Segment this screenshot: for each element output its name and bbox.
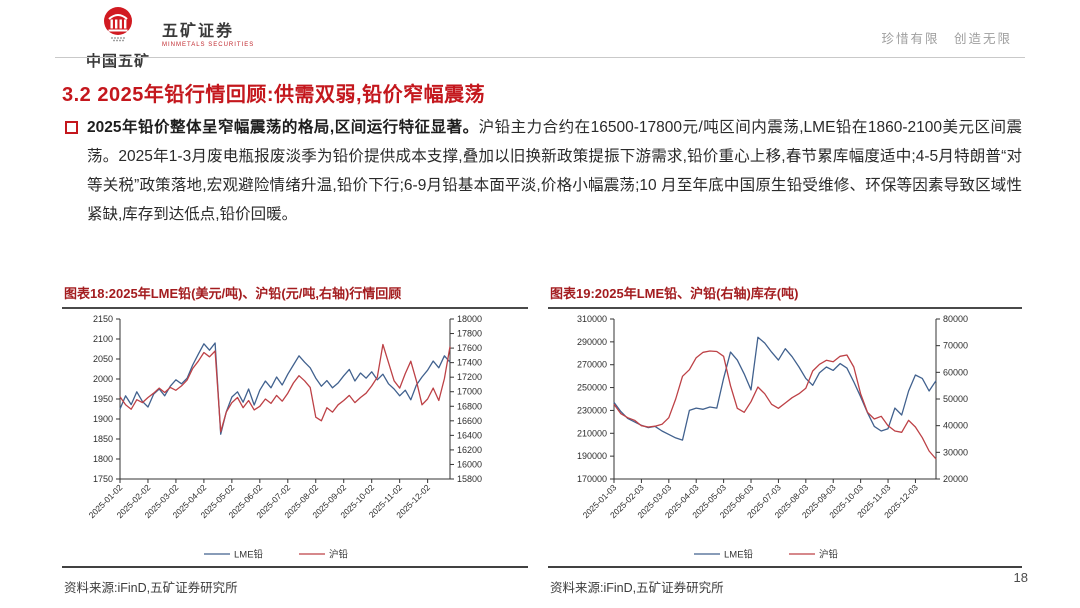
svg-text:16400: 16400 [457, 430, 482, 440]
svg-text:270000: 270000 [577, 360, 607, 370]
inventory-chart: 310000 290000 270000 250000 230000 210000 1900… [577, 314, 968, 561]
square-bullet-icon [65, 121, 78, 134]
chart-legend: LME铅 沪铅 [204, 549, 349, 561]
svg-text:60000: 60000 [943, 367, 968, 377]
svg-text:1950: 1950 [93, 394, 113, 404]
svg-text:70000: 70000 [943, 341, 968, 351]
svg-text:1800: 1800 [93, 454, 113, 464]
summary-block: 2025年铅价整体呈窄幅震荡的格局,区间运行特征显著。沪铅主力合约在16500-… [64, 113, 1022, 229]
series-line-LME铅 [613, 336, 937, 441]
svg-text:LME铅: LME铅 [724, 549, 754, 561]
svg-text:16200: 16200 [457, 445, 482, 455]
svg-text:15800: 15800 [457, 474, 482, 484]
svg-text:沪铅: 沪铅 [329, 549, 349, 561]
svg-text:17400: 17400 [457, 358, 482, 368]
figure-inventory: 图表19:2025年LME铅、沪铅(右轴)库存(吨) 310000 290000 2… [548, 283, 1022, 596]
series-line-沪铅 [613, 350, 937, 460]
price-trend-chart: 2150 2100 2050 2000 1950 1900 1850 1800 1750 1800… [87, 314, 482, 561]
svg-text:1900: 1900 [93, 414, 113, 424]
svg-text:30000: 30000 [943, 447, 968, 457]
chart-tick-labels: 2150 2100 2050 2000 1950 1900 1850 1800 1750 1800… [87, 314, 482, 520]
figure-source: 资料来源:iFinD,五矿证券研究所 [62, 566, 528, 596]
brand-block: 五矿证券 MINMETALS SECURITIES [162, 17, 254, 48]
series-line-LME铅 [119, 342, 451, 435]
svg-text:17800: 17800 [457, 329, 482, 339]
header-divider [55, 57, 1025, 58]
svg-text:18000: 18000 [457, 314, 482, 324]
summary-lead: 2025年铅价整体呈窄幅震荡的格局,区间运行特征显著。 [87, 119, 479, 136]
company-slogan: 珍惜有限 创造无限 [881, 32, 1012, 46]
svg-text:2100: 2100 [93, 334, 113, 344]
svg-text:17600: 17600 [457, 343, 482, 353]
chart-axes [116, 318, 454, 483]
summary-paragraph: 2025年铅价整体呈窄幅震荡的格局,区间运行特征显著。沪铅主力合约在16500-… [64, 113, 1022, 229]
summary-body: 沪铅主力合约在16500-17800元/吨区间内震荡,LME铅在1860-210… [87, 119, 1022, 223]
svg-text:310000: 310000 [577, 314, 607, 324]
svg-text:20000: 20000 [943, 474, 968, 484]
brand-name: 五矿证券 [162, 23, 235, 40]
figure-title: 图表19:2025年LME铅、沪铅(右轴)库存(吨) [548, 283, 1022, 309]
svg-text:16600: 16600 [457, 416, 482, 426]
figure-title: 图表18:2025年LME铅(美元/吨)、沪铅(元/吨,右轴)行情回顾 [62, 283, 528, 309]
brand-name-en: MINMETALS SECURITIES [162, 42, 255, 48]
chart-axes [610, 318, 940, 483]
page-title: 3.2 2025年铅行情回顾:供需双弱,铅价窄幅震荡 [62, 84, 486, 106]
company-logo: 中国五矿 [72, 6, 164, 71]
svg-text:2150: 2150 [93, 314, 113, 324]
svg-text:210000: 210000 [577, 428, 607, 438]
svg-text:1750: 1750 [93, 474, 113, 484]
svg-text:50000: 50000 [943, 394, 968, 404]
svg-text:16800: 16800 [457, 401, 482, 411]
svg-text:40000: 40000 [943, 421, 968, 431]
svg-text:80000: 80000 [943, 314, 968, 324]
svg-text:2050: 2050 [93, 354, 113, 364]
svg-text:190000: 190000 [577, 451, 607, 461]
logo-caption: 中国五矿 [85, 53, 150, 70]
svg-text:LME铅: LME铅 [234, 549, 264, 561]
svg-text:17000: 17000 [457, 387, 482, 397]
svg-text:2000: 2000 [93, 374, 113, 384]
svg-text:17200: 17200 [457, 372, 482, 382]
svg-text:170000: 170000 [577, 474, 607, 484]
series-line-沪铅 [119, 343, 451, 433]
page-number: 18 [1013, 570, 1028, 585]
minmetals-logo-icon [104, 7, 132, 42]
chart-tick-labels: 310000 290000 270000 250000 230000 210000 1900… [577, 314, 968, 520]
chart-legend: LME铅 沪铅 [694, 549, 839, 561]
svg-text:230000: 230000 [577, 405, 607, 415]
svg-text:沪铅: 沪铅 [819, 549, 839, 561]
svg-text:290000: 290000 [577, 337, 607, 347]
figure-price-review: 图表18:2025年LME铅(美元/吨)、沪铅(元/吨,右轴)行情回顾 2150… [62, 283, 528, 596]
svg-text:1850: 1850 [93, 434, 113, 444]
svg-text:16000: 16000 [457, 459, 482, 469]
figure-source: 资料来源:iFinD,五矿证券研究所 [548, 566, 1022, 596]
svg-text:250000: 250000 [577, 383, 607, 393]
